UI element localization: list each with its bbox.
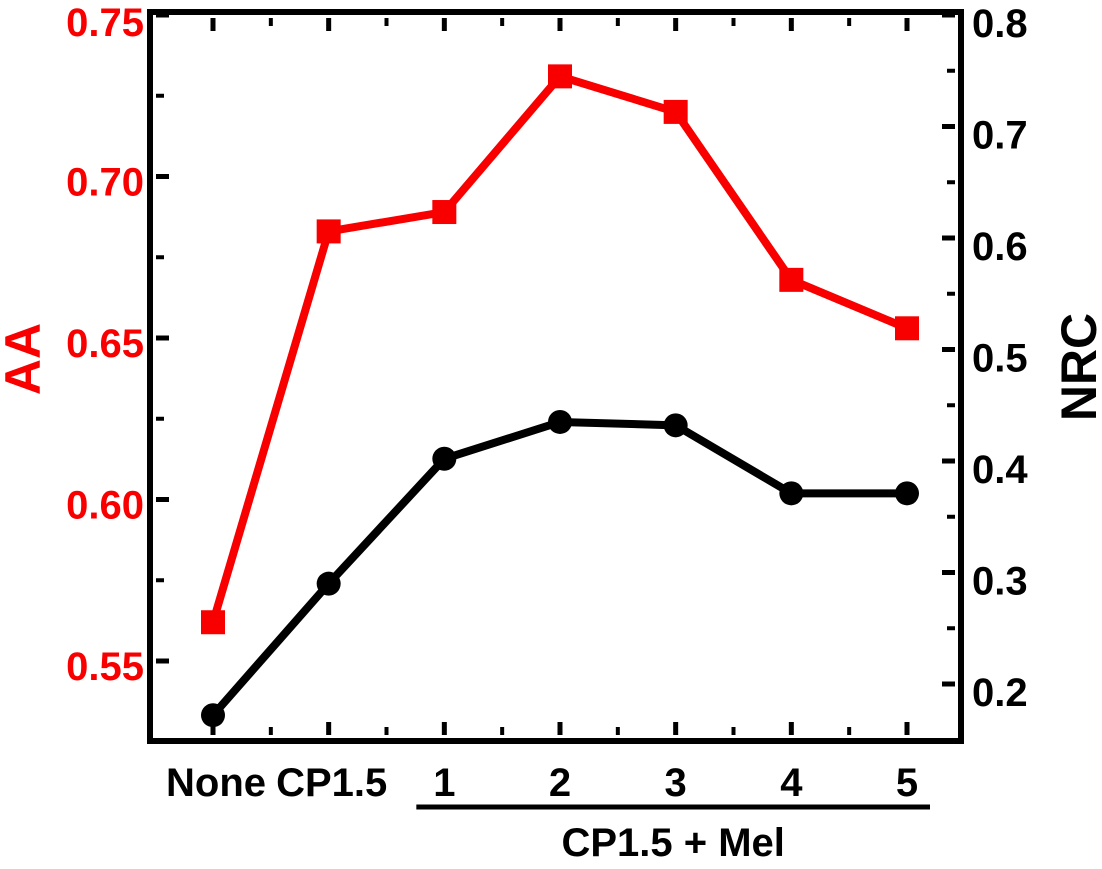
marker-nrc-4 <box>779 481 804 506</box>
x-axis-tick-label: None <box>166 761 266 805</box>
x-axis-tick-label: 2 <box>549 761 571 805</box>
marker-nrc-none <box>201 703 225 728</box>
marker-nrc-3 <box>663 413 688 438</box>
marker-nrc-cp15 <box>316 571 341 596</box>
plot-frame <box>147 9 964 744</box>
marker-aa-5 <box>895 316 919 341</box>
x-axis-group-label: CP1.5 + Mel <box>561 821 784 865</box>
marker-nrc-5 <box>895 481 919 506</box>
x-axis-tick-label: 4 <box>780 761 803 805</box>
marker-aa-none <box>201 610 225 635</box>
left-axis-title: AA <box>0 323 51 395</box>
right-axis-tick-label: 0.3 <box>972 560 1028 604</box>
left-axis-tick-label: 0.60 <box>66 484 144 528</box>
right-axis-tick-label: 0.6 <box>972 225 1028 269</box>
x-axis-tick-label: 1 <box>433 761 455 805</box>
left-axis-tick-label: 0.75 <box>66 1 144 45</box>
marker-nrc-1 <box>432 446 457 471</box>
x-axis-tick-label: CP1.5 <box>276 761 387 805</box>
x-axis-tick-label: 5 <box>896 761 918 805</box>
right-axis-title: NRC <box>1051 313 1102 421</box>
x-axis-tick-label: 3 <box>665 761 687 805</box>
marker-aa-cp15 <box>316 219 341 244</box>
marker-nrc-2 <box>548 409 572 434</box>
right-axis-tick-label: 0.5 <box>972 337 1028 381</box>
left-axis-tick-label: 0.55 <box>66 645 144 689</box>
left-axis-tick-label: 0.65 <box>66 322 144 366</box>
marker-aa-2 <box>548 64 572 89</box>
left-axis-tick-label: 0.70 <box>66 161 144 205</box>
right-axis-tick-label: 0.7 <box>972 114 1028 158</box>
marker-aa-1 <box>432 200 457 225</box>
right-axis-tick-label: 0.4 <box>972 448 1028 492</box>
right-axis-tick-label: 0.8 <box>972 2 1028 46</box>
marker-aa-3 <box>663 99 688 124</box>
right-axis-tick-label: 0.2 <box>972 671 1028 715</box>
marker-aa-4 <box>779 267 804 292</box>
